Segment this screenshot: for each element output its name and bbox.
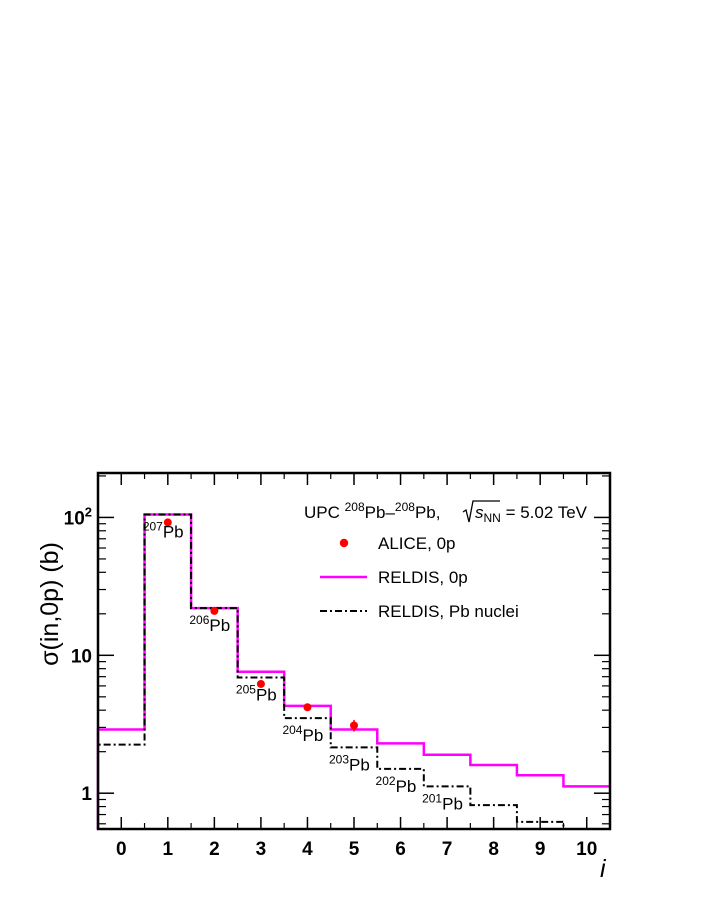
x-axis-title: i (600, 855, 607, 883)
isotope-label: 203Pb (329, 752, 370, 774)
series-2-step (97, 513, 610, 830)
x-tick-label: 10 (576, 839, 597, 860)
y-tick-label: 10 (71, 646, 92, 667)
x-tick-label: 7 (442, 839, 453, 860)
alice-point (303, 703, 312, 712)
isotope-element: Pb (442, 794, 463, 813)
x-tick-label: 1 (163, 839, 174, 860)
legend-label-alice: ALICE, 0p (378, 534, 456, 553)
legend-title-s: s (475, 503, 484, 522)
legend-title: UPC 208Pb–208Pb, (304, 500, 440, 522)
x-tick-label: 8 (488, 839, 499, 860)
y-tick-base: 10 (64, 508, 85, 529)
isotope-label: 202Pb (376, 774, 417, 796)
alice-point (350, 721, 358, 730)
isotope-mass: 205 (236, 683, 256, 697)
legend-title-mid2: Pb, (415, 503, 441, 522)
x-tick-label: 0 (116, 839, 127, 860)
x-tick-label: 3 (256, 839, 267, 860)
isotope-mass: 203 (329, 752, 349, 766)
x-tick-label: 4 (302, 839, 313, 860)
isotope-mass: 207 (143, 520, 163, 534)
isotope-label: 205Pb (236, 683, 277, 705)
isotope-label: 206Pb (189, 613, 230, 635)
legend: UPC 208Pb–208Pb, sNN = 5.02 TeV ALICE, 0… (304, 500, 588, 621)
isotope-mass: 201 (422, 791, 442, 805)
legend-title-suffix: = 5.02 TeV (501, 503, 588, 522)
x-tick-label: 6 (395, 839, 406, 860)
alice-point (256, 679, 265, 688)
isotope-element: Pb (349, 755, 370, 774)
isotope-label: 207Pb (143, 520, 184, 542)
legend-title-mid: Pb– (365, 503, 396, 522)
legend-title-prefix: UPC (304, 503, 345, 522)
isotope-element: Pb (209, 616, 230, 635)
y-tick-exponent: 2 (85, 504, 92, 519)
x-tick-label: 2 (209, 839, 220, 860)
x-tick-label: 5 (349, 839, 360, 860)
isotope-element: Pb (302, 726, 323, 745)
isotope-element: Pb (256, 686, 277, 705)
isotope-element: Pb (163, 523, 184, 542)
legend-label-reldis-pb: RELDIS, Pb nuclei (378, 602, 519, 621)
isotope-label: 204Pb (282, 723, 323, 745)
legend-label-reldis-0p: RELDIS, 0p (378, 568, 468, 587)
legend-title-sub: NN (484, 511, 501, 525)
alice-point (163, 518, 172, 527)
isotope-mass: 202 (376, 774, 396, 788)
alice-point (210, 606, 219, 615)
legend-marker-alice (339, 538, 349, 548)
y-tick-label: 1 (81, 784, 92, 805)
legend-title-sup2: 208 (395, 500, 415, 514)
y-tick-label: 102 (64, 504, 92, 529)
isotope-element: Pb (396, 777, 417, 796)
y-axis-title: σ(in,0p) (b) (36, 542, 64, 666)
legend-title-energy: sNN = 5.02 TeV (475, 503, 588, 525)
isotope-mass: 206 (189, 613, 209, 627)
series-1-step (96, 513, 610, 829)
sqrt-symbol (462, 500, 500, 523)
legend-title-sup1: 208 (345, 500, 365, 514)
isotope-mass: 204 (282, 723, 302, 737)
isotope-label: 201Pb (422, 791, 463, 813)
x-tick-label: 9 (535, 839, 546, 860)
